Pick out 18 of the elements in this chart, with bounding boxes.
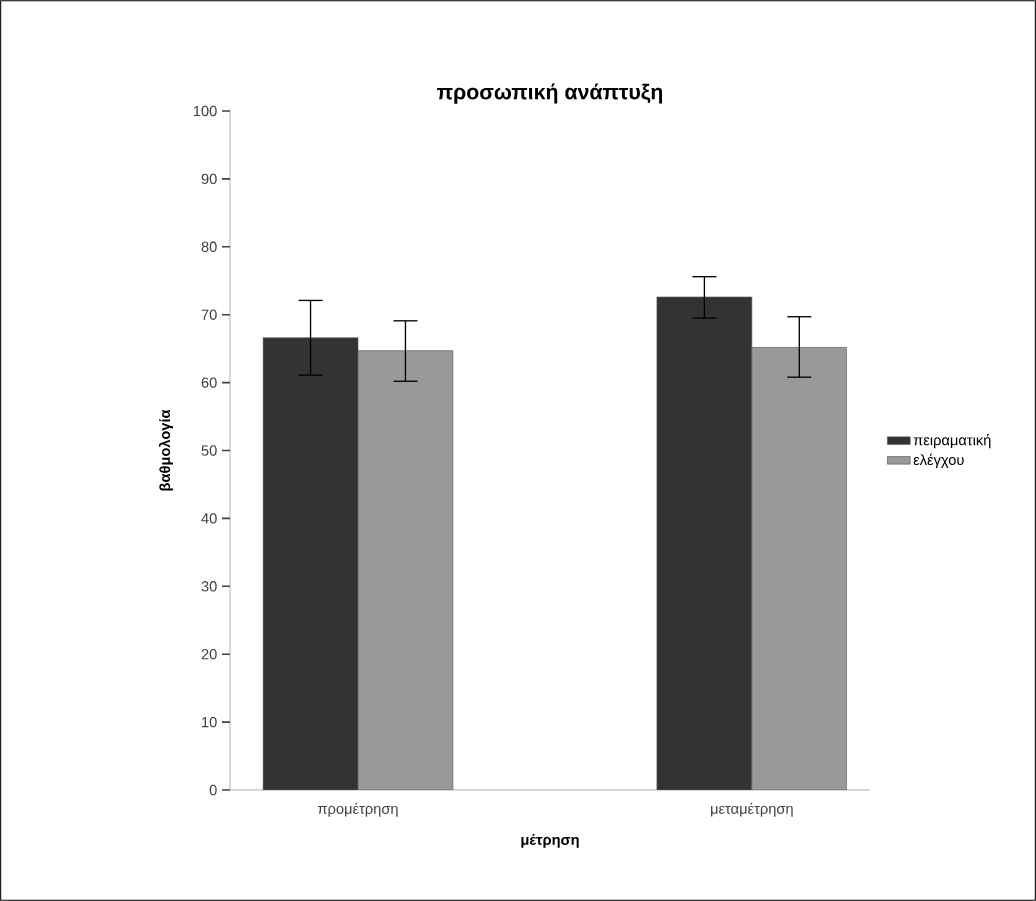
y-axis-title: βαθμολογία (158, 409, 173, 491)
legend-label: ελέγχου (913, 453, 964, 468)
y-tick-label: 30 (201, 581, 217, 592)
y-tick-label: 70 (201, 309, 217, 320)
x-tick-label: προμέτρηση (318, 802, 398, 817)
y-tick-label: 80 (201, 241, 217, 252)
y-tick-label: 40 (201, 513, 217, 524)
y-tick-label: 90 (201, 173, 217, 185)
legend-label: πειραματική (913, 434, 991, 449)
y-tick-label: 50 (201, 445, 217, 456)
chart-title: προσωπική ανάπτυξη (437, 83, 663, 104)
y-tick-label: 20 (201, 649, 217, 660)
y-tick-label: 0 (209, 784, 217, 796)
x-axis-title: μέτρηση (521, 833, 579, 848)
y-tick-label: 10 (202, 716, 217, 728)
x-tick-label: μεταμέτρηση (711, 802, 793, 817)
y-tick-label: 60 (201, 377, 217, 388)
y-tick-label: 100 (193, 105, 217, 117)
